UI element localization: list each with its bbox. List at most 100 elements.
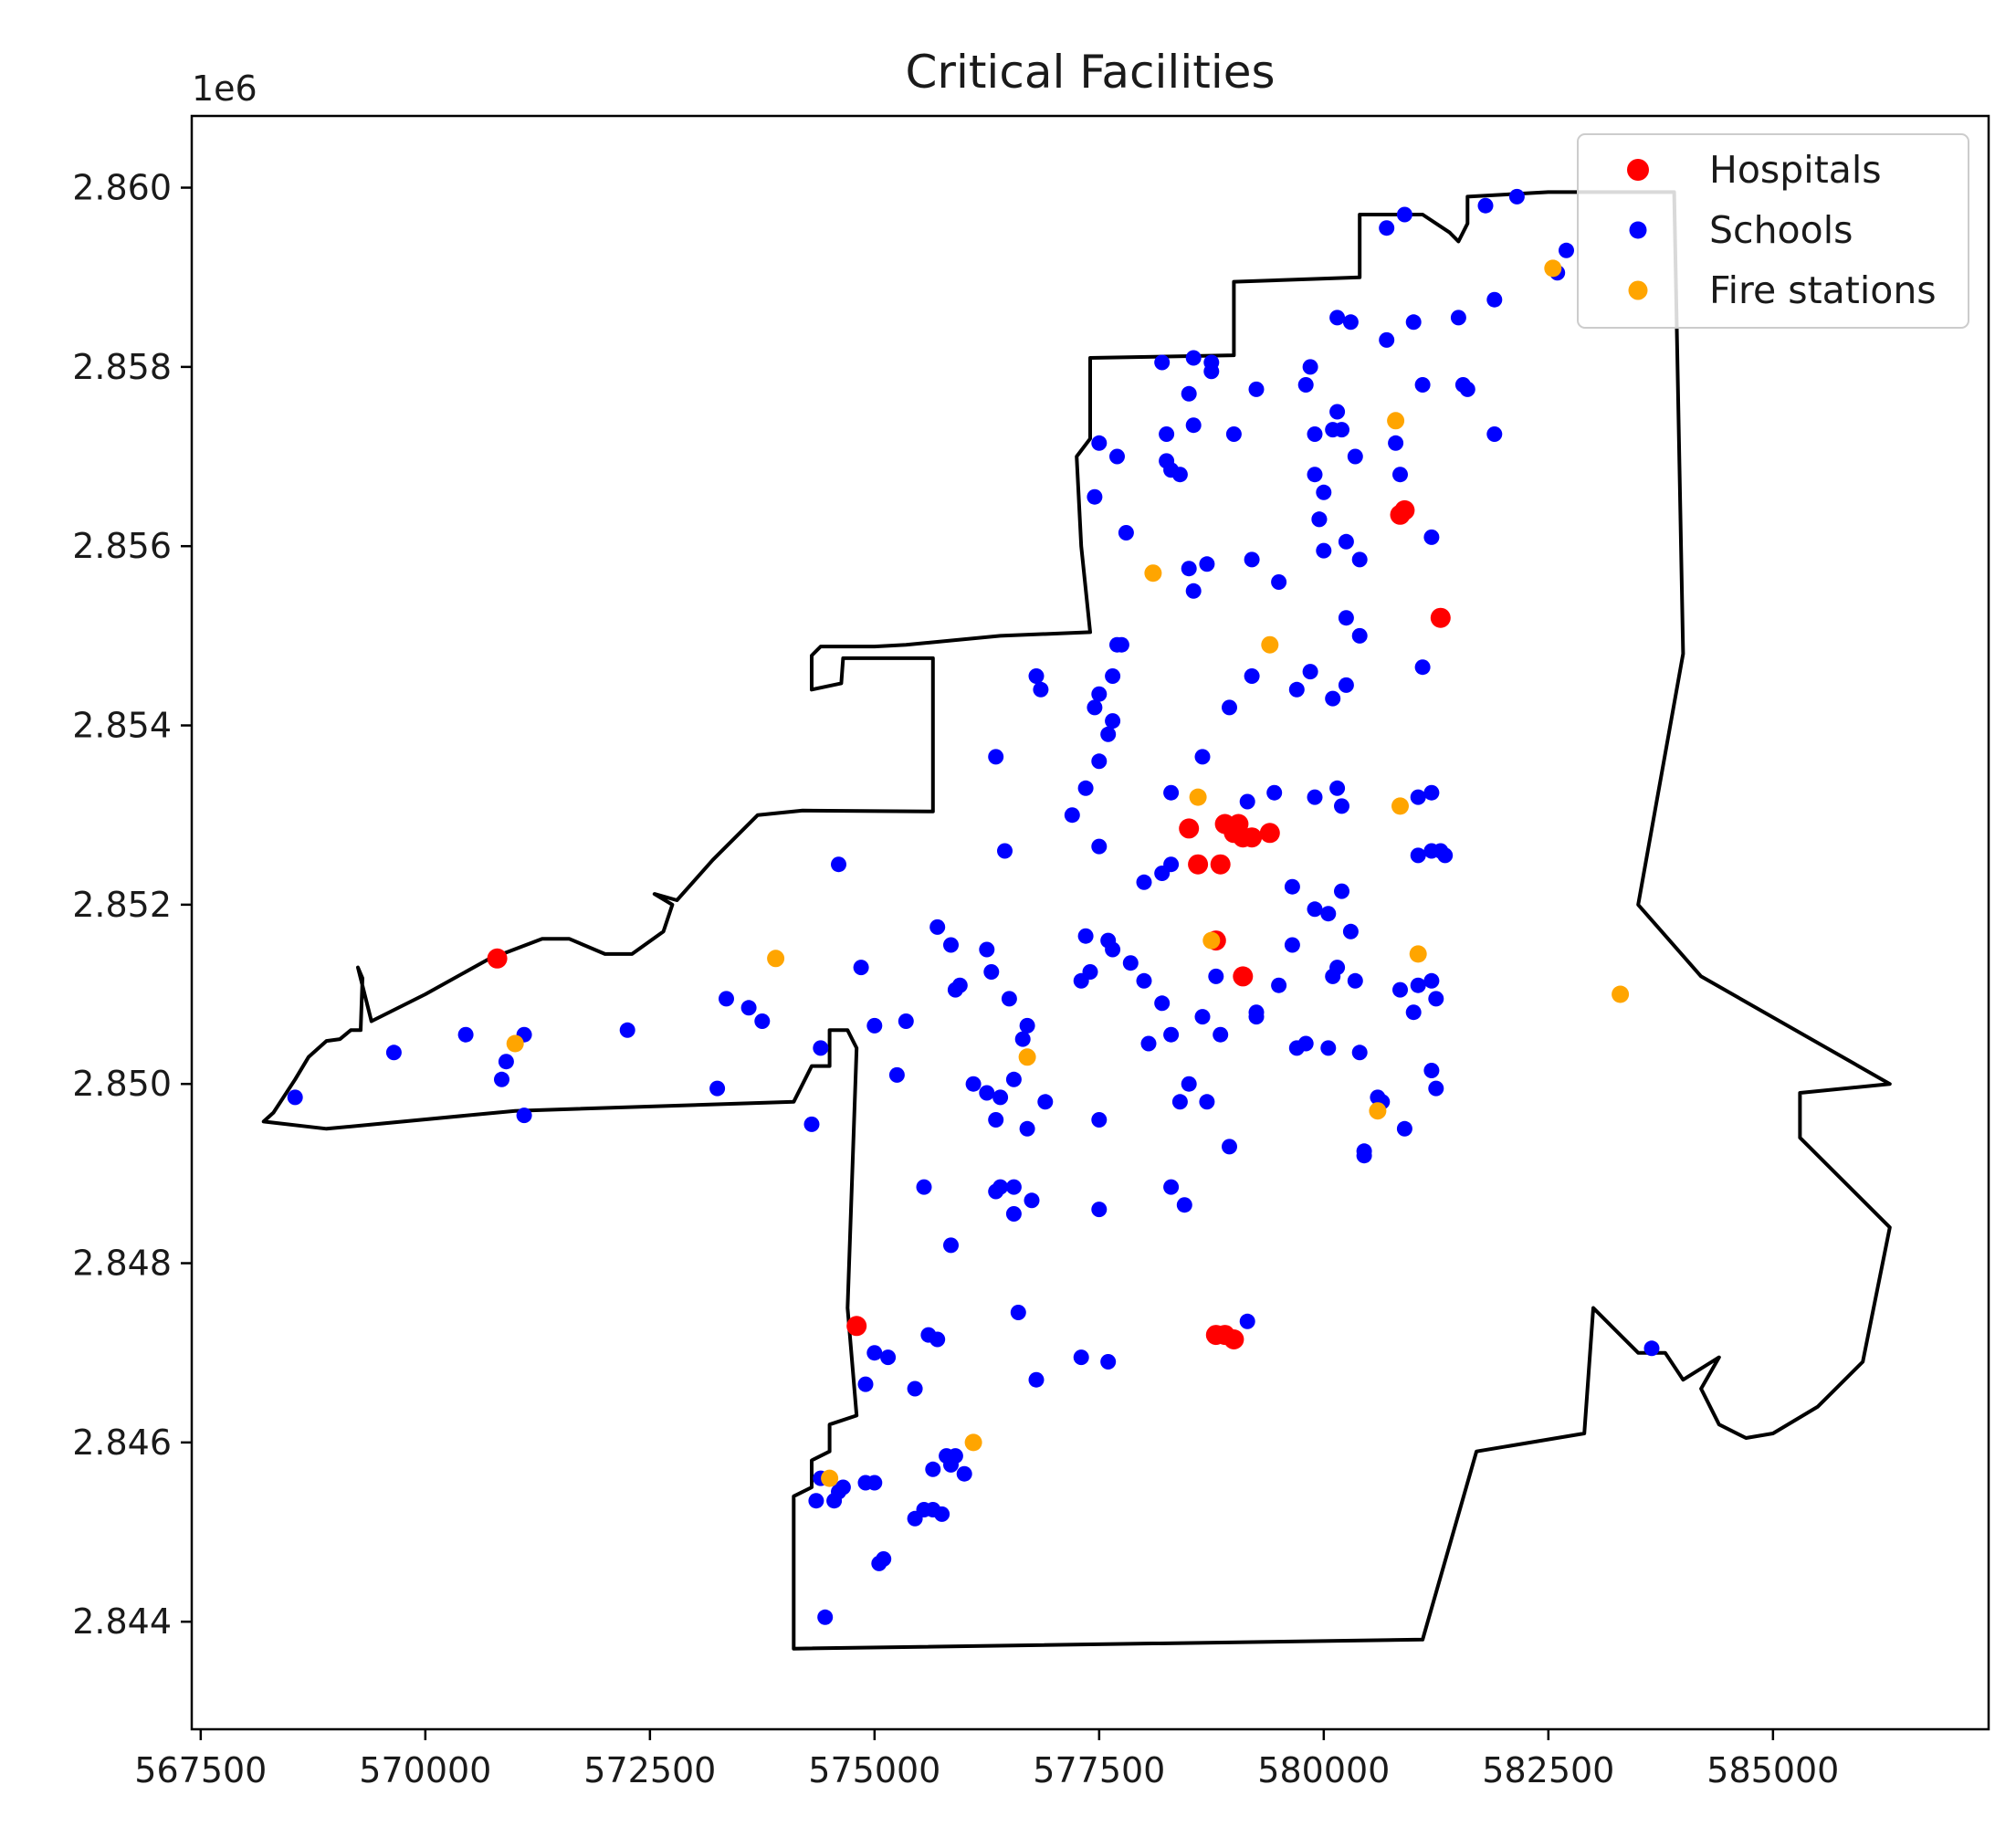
schools-point bbox=[1105, 713, 1121, 730]
schools-point bbox=[1140, 1035, 1157, 1052]
hospitals-point bbox=[1223, 1329, 1244, 1349]
fire-stations-point bbox=[1409, 945, 1427, 963]
schools-point bbox=[1073, 1349, 1089, 1366]
schools-point bbox=[1248, 381, 1265, 397]
schools-point bbox=[1033, 681, 1049, 698]
schools-point bbox=[1423, 1063, 1440, 1078]
schools-point bbox=[1347, 448, 1363, 465]
hospitals-point bbox=[1210, 854, 1231, 875]
schools-point bbox=[1154, 354, 1171, 371]
schools-point bbox=[709, 1080, 726, 1097]
schools-point bbox=[1222, 699, 1237, 716]
schools-point bbox=[1105, 668, 1121, 684]
schools-point bbox=[1100, 1354, 1117, 1370]
schools-point bbox=[754, 1013, 771, 1029]
y-axis-ticks: 2.844 2.846 2.848 2.850 2.852 2.854 2.856 2.858… bbox=[72, 168, 192, 1642]
schools-point bbox=[1087, 699, 1103, 716]
fire-stations-point bbox=[1612, 985, 1630, 1003]
y-tick-label: 2.844 bbox=[72, 1601, 172, 1642]
schools-point bbox=[1325, 968, 1341, 984]
plot-content bbox=[261, 188, 1892, 1651]
schools-point bbox=[1154, 995, 1171, 1012]
schools-point bbox=[1024, 1192, 1040, 1209]
schools-point bbox=[1271, 574, 1287, 590]
schools-point bbox=[1316, 484, 1332, 500]
schools-point bbox=[1392, 467, 1408, 483]
schools-point bbox=[925, 1461, 941, 1477]
schools-point bbox=[1320, 906, 1337, 922]
x-tick-label: 577500 bbox=[1033, 1750, 1165, 1790]
schools-point bbox=[813, 1040, 829, 1056]
schools-point bbox=[1271, 977, 1287, 993]
schools-point bbox=[1325, 690, 1341, 707]
schools-point bbox=[876, 1551, 892, 1567]
legend-label-schools: Schools bbox=[1709, 208, 1853, 252]
schools-point bbox=[1338, 610, 1354, 626]
schools-point bbox=[1163, 1179, 1180, 1195]
legend-marker-hospitals bbox=[1627, 159, 1649, 181]
schools-point bbox=[498, 1054, 514, 1070]
schools-point bbox=[516, 1107, 532, 1124]
schools-point bbox=[826, 1493, 843, 1509]
schools-point bbox=[1329, 404, 1346, 420]
hospitals-point bbox=[846, 1316, 867, 1337]
schools-point bbox=[1266, 784, 1283, 801]
schools-point bbox=[907, 1380, 923, 1397]
facility-points bbox=[287, 188, 1660, 1625]
schools-point bbox=[1351, 1044, 1368, 1061]
schools-point bbox=[1450, 310, 1466, 326]
schools-point bbox=[979, 941, 995, 958]
schools-point bbox=[853, 960, 869, 976]
schools-point bbox=[619, 1022, 635, 1038]
schools-point bbox=[1091, 838, 1108, 855]
legend-marker-fire-stations bbox=[1628, 280, 1648, 300]
schools-point bbox=[1213, 1026, 1229, 1043]
schools-point bbox=[965, 1076, 982, 1092]
schools-point bbox=[1334, 798, 1349, 814]
schools-point bbox=[1423, 529, 1440, 545]
schools-point bbox=[943, 1237, 959, 1254]
schools-point bbox=[1297, 377, 1314, 393]
schools-point bbox=[1307, 789, 1323, 805]
hospitals-point bbox=[487, 948, 508, 969]
fire-stations-point bbox=[506, 1034, 524, 1053]
schools-point bbox=[1410, 789, 1426, 805]
schools-point bbox=[1082, 964, 1098, 980]
schools-point bbox=[1342, 923, 1359, 939]
schools-point bbox=[1091, 753, 1108, 770]
x-tick-label: 567500 bbox=[134, 1750, 267, 1790]
schools-point bbox=[1028, 1371, 1045, 1388]
y-axis-offset-label: 1e6 bbox=[192, 68, 257, 109]
schools-point bbox=[898, 1013, 914, 1029]
schools-point bbox=[1118, 525, 1134, 541]
schools-point bbox=[888, 1066, 905, 1083]
x-tick-label: 570000 bbox=[359, 1750, 491, 1790]
schools-point bbox=[1077, 780, 1094, 796]
schools-point bbox=[1176, 1197, 1192, 1213]
schools-point bbox=[1194, 1009, 1211, 1025]
schools-point bbox=[1087, 488, 1103, 505]
hospitals-point bbox=[1233, 966, 1254, 987]
schools-point bbox=[1347, 972, 1363, 989]
schools-point bbox=[1181, 1076, 1197, 1092]
hospitals-point bbox=[1394, 499, 1415, 520]
schools-point bbox=[1091, 1112, 1108, 1128]
schools-point bbox=[1643, 1340, 1660, 1357]
schools-point bbox=[1338, 677, 1354, 693]
schools-point bbox=[997, 843, 1013, 859]
schools-point bbox=[803, 1116, 820, 1132]
fire-stations-point bbox=[1387, 412, 1405, 430]
schools-point bbox=[866, 1345, 883, 1361]
schools-point bbox=[1414, 377, 1431, 393]
schools-point bbox=[1423, 972, 1440, 989]
schools-point bbox=[1356, 1143, 1372, 1160]
schools-point bbox=[808, 1493, 824, 1509]
schools-point bbox=[835, 1479, 851, 1496]
schools-point bbox=[1077, 928, 1094, 944]
schools-point bbox=[1199, 1094, 1215, 1110]
schools-point bbox=[1486, 291, 1503, 308]
y-tick-label: 2.848 bbox=[72, 1244, 172, 1284]
fire-stations-point bbox=[1261, 635, 1279, 654]
hospitals-point bbox=[1242, 827, 1263, 848]
schools-point bbox=[740, 1000, 757, 1016]
